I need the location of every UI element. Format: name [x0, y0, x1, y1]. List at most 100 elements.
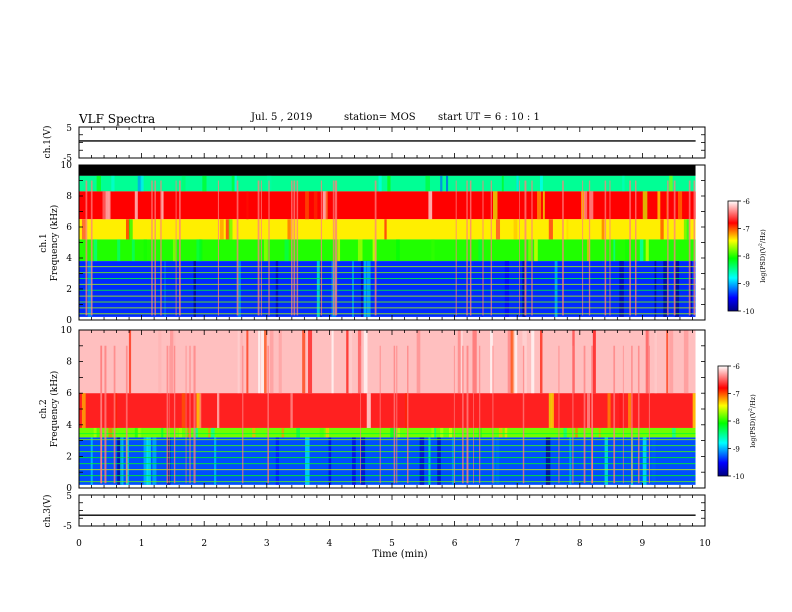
ch1-waveform-ticks — [78, 126, 706, 159]
spectrogram-streak — [493, 437, 496, 485]
spectrogram-streak — [384, 219, 387, 240]
spectrogram-streak — [275, 261, 279, 317]
colorbar-ch1-label: log(PSD)(V2/Hz) — [758, 229, 767, 283]
spectrogram-streak — [290, 393, 293, 428]
spectrogram-band — [79, 437, 696, 485]
spectrogram-streak — [96, 175, 101, 192]
spectrogram-streak — [613, 239, 616, 262]
colorbar-tick-label: -6 — [743, 198, 750, 206]
spectrogram-streak — [563, 427, 567, 438]
spectrogram-streak — [140, 427, 144, 438]
spectrogram-streak — [128, 219, 133, 240]
spectrogram-streak — [146, 437, 151, 485]
spectrogram-streak — [158, 330, 162, 394]
spectrogram-streak — [598, 427, 601, 438]
spectrogram-streak — [155, 219, 159, 240]
spectrogram-ytick-label: 2 — [66, 285, 72, 295]
spectrogram-streak — [404, 393, 409, 428]
spectrogram-streak — [396, 427, 400, 438]
ch3-waveform-ticks — [78, 494, 706, 527]
spectrogram-streak — [322, 191, 328, 220]
spectrogram-streak — [545, 437, 551, 485]
spectrogram-streak — [507, 330, 513, 394]
spectrogram-streak — [134, 191, 138, 220]
spectrogram-streak — [161, 427, 164, 438]
spectrogram-streak — [170, 330, 174, 394]
spectrogram-streak — [108, 427, 113, 438]
x-tick-label: 10 — [699, 539, 711, 549]
spectrogram-streak — [372, 239, 377, 262]
spectrogram-streak — [346, 330, 349, 394]
spectrogram-streak — [316, 261, 321, 317]
spectrogram-streak — [337, 239, 341, 262]
spectrogram-streak — [657, 191, 661, 220]
spectrogram-streak — [513, 219, 518, 240]
spectrogram-streak — [622, 175, 625, 192]
spectrogram-streak — [143, 239, 147, 262]
x-tick-label: 7 — [514, 539, 520, 549]
ch2-spectrogram-ylabel-freq: Frequency (kHz) — [49, 371, 60, 448]
spectrogram-streak — [689, 261, 693, 317]
spectrogram-streak — [478, 239, 483, 262]
spectrogram-streak — [140, 175, 144, 192]
spectrogram-streak — [416, 330, 421, 394]
spectrogram-streak — [642, 191, 648, 220]
spectrogram-streak — [231, 175, 235, 192]
ch1-waveform-ylabel: ch.1(V) — [42, 126, 53, 159]
ch1-spectrogram-yticklabels: 0 2 4 6 8 10 — [61, 161, 73, 326]
spectrogram-streak — [325, 191, 328, 220]
spectrogram-blank — [695, 165, 705, 320]
spectrogram-streak — [143, 437, 148, 485]
spectrogram-streak — [683, 330, 689, 394]
spectrogram-streak — [490, 330, 493, 394]
colorbar-tick-label: -7 — [733, 391, 740, 399]
spectrogram-streak — [161, 191, 164, 220]
header-station: station= MOS — [344, 112, 416, 123]
spectrogram-streak — [352, 437, 356, 485]
spectrogram-streak — [575, 427, 578, 438]
spectrogram-streak — [120, 437, 124, 485]
spectrogram-streak — [134, 427, 139, 438]
spectrogram-streak — [440, 427, 444, 438]
spectrogram-streak — [539, 330, 543, 394]
spectrogram-streak — [131, 239, 135, 262]
spectrogram-streak — [111, 175, 115, 192]
spectrogram-band — [79, 427, 696, 438]
x-axis-tick-labels: 0 1 2 3 4 5 6 7 8 9 10 — [76, 539, 711, 549]
spectrogram-streak — [167, 437, 171, 485]
spectrogram-streak — [269, 330, 274, 394]
spectrogram-streak — [584, 191, 588, 220]
spectrogram-streak — [331, 330, 334, 394]
spectrogram-streak — [214, 437, 217, 485]
spectrogram-streak — [287, 219, 291, 240]
spectrogram-streak — [542, 191, 545, 220]
spectrogram-streak — [672, 427, 676, 438]
spectrogram-streak — [481, 261, 484, 317]
spectrogram-streak — [677, 191, 683, 220]
spectrogram-streak — [419, 437, 425, 485]
spectrogram-streak — [102, 191, 106, 220]
spectrogram-streak — [108, 191, 111, 220]
spectrogram-streak — [246, 330, 249, 394]
spectrogram-streak — [566, 219, 569, 240]
header-start-ut: start UT = 6 : 10 : 1 — [438, 112, 540, 123]
ch1-spectrogram-ticks — [78, 164, 706, 321]
spectrogram-streak — [105, 191, 110, 220]
spectrogram-streak — [137, 427, 143, 438]
spectrogram-streak — [654, 261, 657, 317]
spectrogram-streak — [234, 175, 237, 192]
x-tick-label: 3 — [264, 539, 270, 549]
colorbar-tick-label: -9 — [743, 281, 750, 289]
spectrogram-streak — [437, 437, 441, 485]
ch2-spectrogram-ylabel-channel: ch.2 — [39, 399, 49, 418]
spectrogram-streak — [666, 330, 669, 394]
spectrogram-streak — [187, 427, 191, 438]
spectrogram-streak — [607, 393, 611, 428]
spectrogram-streak — [446, 175, 449, 192]
ch2-spectrogram-ticks — [78, 329, 706, 489]
spectrogram-ytick-label: 10 — [61, 326, 73, 336]
spectrogram-streak — [87, 261, 93, 317]
spectrogram-streak — [683, 219, 688, 240]
spectrogram-streak — [81, 393, 86, 428]
